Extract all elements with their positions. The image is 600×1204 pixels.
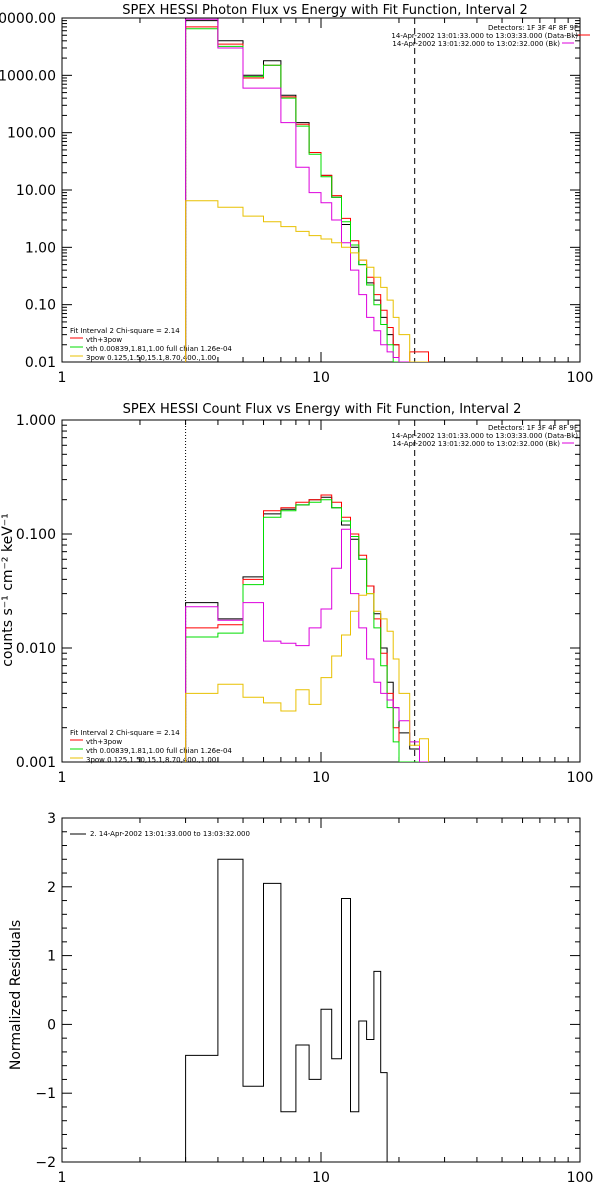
panel3-y-tick-label: 1 bbox=[47, 949, 56, 965]
panel2-legend-vth3pow: vth+3pow bbox=[86, 738, 122, 746]
panel1-x-tick-label: 1 bbox=[58, 370, 67, 386]
panel1-y-tick-label: 100.00 bbox=[7, 126, 56, 142]
panel2-y-tick-label: 0.001 bbox=[16, 755, 56, 771]
panel1-detectors: Detectors: 1F 3F 4F 8F 9F bbox=[488, 24, 578, 32]
panel1-legend-3pow: 3pow 0.125,1.50,15.1,8.70,400.,1.00 bbox=[86, 354, 216, 362]
panel2-series-green bbox=[185, 499, 429, 762]
panel2-bk-interval: 14-Apr-2002 13:01:32.000 to 13:02:32.000… bbox=[392, 440, 560, 448]
panel1-series-magenta bbox=[185, 18, 429, 362]
panel1-x-tick-label: 10 bbox=[312, 370, 330, 386]
panel1-series-red bbox=[185, 26, 429, 362]
panel2-y-tick-label: 0.100 bbox=[16, 527, 56, 543]
panel2-title: SPEX HESSI Count Flux vs Energy with Fit… bbox=[123, 402, 522, 417]
panel3-y-tick-label: 0 bbox=[47, 1017, 56, 1033]
panel2-series-black bbox=[185, 496, 429, 762]
panel3-y-tick-label: −2 bbox=[35, 1155, 56, 1171]
panel1-frame bbox=[61, 17, 581, 363]
panel2-x-tick-label: 100 bbox=[567, 770, 594, 786]
panel1-series-green bbox=[185, 28, 429, 362]
panel2-legend-3pow: 3pow 0.125,1.50,15.1,8.70,400.,1.00 bbox=[86, 756, 216, 764]
panel3-ylabel: Normalized Residuals bbox=[8, 920, 24, 1070]
panel2-frame bbox=[61, 419, 581, 763]
panel1-y-tick-label: 0.01 bbox=[25, 355, 56, 371]
panel1-y-tick-label: 0.10 bbox=[25, 298, 56, 314]
panel2-legend-title: Fit Interval 2 Chi-square = 2.14 bbox=[70, 729, 180, 737]
panel2-x-tick-label: 1 bbox=[58, 770, 67, 786]
panel3-x-tick-label: 100 bbox=[567, 1170, 594, 1186]
panel3-x-tick-label: 1 bbox=[58, 1170, 67, 1186]
panel1-legend-vth3pow: vth+3pow bbox=[86, 336, 122, 344]
panel2-legend-vth: vth 0.00839,1.81,1.00 full chian 1.26e-0… bbox=[86, 747, 232, 755]
panel1-legend-vth: vth 0.00839,1.81,1.00 full chian 1.26e-0… bbox=[86, 345, 232, 353]
panel1-data-interval: 14-Apr-2002 13:01:33.000 to 13:03:33.000… bbox=[391, 32, 578, 40]
panel2-ylabel: counts s⁻¹ cm⁻² keV⁻¹ bbox=[0, 513, 16, 667]
panel1-series-yellow bbox=[185, 200, 429, 362]
panel3-series-black bbox=[185, 858, 388, 1162]
panel2-series-yellow bbox=[185, 593, 429, 762]
panel1-series-black bbox=[185, 20, 429, 362]
panel3-x-tick-label: 10 bbox=[312, 1170, 330, 1186]
panel1-legend-title: Fit Interval 2 Chi-square = 2.14 bbox=[70, 327, 180, 335]
panel2-data-interval: 14-Apr-2002 13:01:33.000 to 13:03:33.000… bbox=[391, 432, 578, 440]
panel1-y-tick-label: 1000.00 bbox=[0, 68, 56, 84]
panel2-y-tick-label: 1.000 bbox=[16, 413, 56, 429]
panel1-bk-interval: 14-Apr-2002 13:01:32.000 to 13:02:32.000… bbox=[392, 40, 560, 48]
panel3-y-tick-label: 2 bbox=[47, 880, 56, 896]
panel3-legend-entry: 2. 14-Apr-2002 13:01:33.000 to 13:03:32.… bbox=[90, 830, 250, 838]
panel2-detectors: Detectors: 1F 3F 4F 8F 9F bbox=[488, 424, 578, 432]
panel2-y-tick-label: 0.010 bbox=[16, 641, 56, 657]
panel1-y-tick-label: 0000.00 bbox=[0, 11, 56, 27]
panel3-frame bbox=[61, 817, 581, 1163]
panel1-title: SPEX HESSI Photon Flux vs Energy with Fi… bbox=[122, 3, 528, 18]
panel2-series-magenta bbox=[185, 528, 429, 762]
panel3-y-tick-label: 3 bbox=[47, 811, 56, 827]
panel1-y-tick-label: 1.00 bbox=[25, 240, 56, 256]
panel1-x-tick-label: 100 bbox=[567, 370, 594, 386]
panel2-x-tick-label: 10 bbox=[312, 770, 330, 786]
panel2-series-red bbox=[185, 494, 429, 762]
panel3-y-tick-label: −1 bbox=[35, 1086, 56, 1102]
panel1-y-tick-label: 10.00 bbox=[16, 183, 56, 199]
